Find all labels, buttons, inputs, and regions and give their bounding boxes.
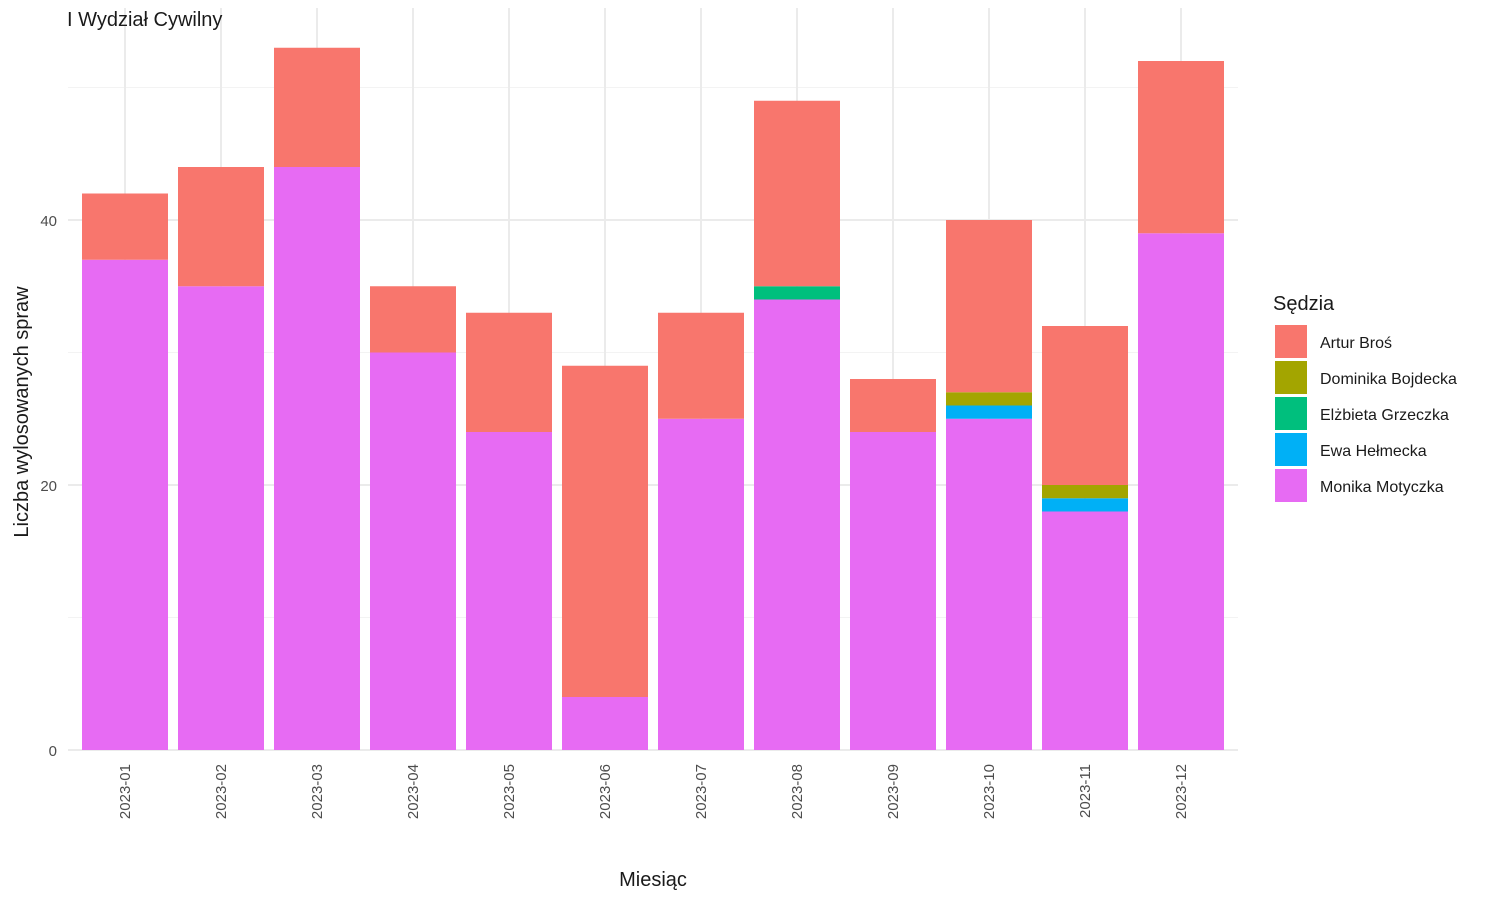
x-tick-label: 2023-11 — [1077, 764, 1094, 818]
x-tick-label: 2023-04 — [405, 764, 422, 819]
x-tick-label: 2023-08 — [789, 764, 806, 819]
x-tick-label: 2023-03 — [309, 764, 326, 819]
bar-segment — [754, 286, 840, 300]
x-tick-label: 2023-10 — [981, 764, 998, 819]
legend-key — [1275, 397, 1307, 430]
bars — [82, 47, 1224, 750]
legend-label: Elżbieta Grzeczka — [1320, 407, 1449, 424]
bar-segment — [274, 167, 360, 750]
x-tick-label: 2023-12 — [1173, 764, 1190, 819]
bar-segment — [1042, 326, 1128, 485]
x-tick-label: 2023-05 — [501, 764, 518, 819]
bar-segment — [178, 286, 264, 750]
chart-title: I Wydział Cywilny — [67, 9, 222, 31]
y-axis-ticks: 0 20 40 — [40, 213, 57, 760]
x-tick-label: 2023-09 — [885, 764, 902, 819]
bar-segment — [370, 352, 456, 750]
bar-segment — [274, 47, 360, 167]
bar-segment — [658, 418, 744, 750]
bar-segment — [562, 365, 648, 697]
bar-segment — [658, 312, 744, 419]
bar-segment — [1138, 233, 1224, 750]
legend-key — [1275, 433, 1307, 466]
bar-segment — [370, 286, 456, 353]
bar-segment — [754, 299, 840, 750]
bar-segment — [946, 392, 1032, 406]
y-tick-label: 0 — [49, 743, 57, 760]
y-axis-title: Liczba wylosowanych spraw — [11, 286, 33, 538]
legend-label: Artur Broś — [1320, 335, 1392, 352]
bar-segment — [466, 312, 552, 432]
legend-title: Sędzia — [1273, 293, 1335, 315]
bar-segment — [1042, 485, 1128, 499]
bar-segment — [850, 379, 936, 432]
x-axis-title: Miesiąc — [619, 869, 687, 891]
x-tick-label: 2023-07 — [693, 764, 710, 819]
y-tick-label: 40 — [40, 213, 57, 230]
legend-label: Ewa Hełmecka — [1320, 443, 1427, 460]
bar-segment — [466, 432, 552, 750]
bar-segment — [82, 259, 168, 750]
bar-segment — [946, 418, 1032, 750]
bar-segment — [1042, 511, 1128, 750]
bar-segment — [754, 100, 840, 287]
legend-label: Dominika Bojdecka — [1320, 371, 1457, 388]
bar-segment — [82, 193, 168, 260]
legend-key — [1275, 325, 1307, 358]
bar-segment — [1042, 498, 1128, 512]
legend-label: Monika Motyczka — [1320, 479, 1444, 496]
x-tick-label: 2023-02 — [213, 764, 230, 819]
bar-segment — [946, 405, 1032, 419]
bar-segment — [946, 220, 1032, 393]
x-axis-ticks: 2023-01 2023-02 2023-03 2023-04 2023-05 2023-… — [117, 764, 1190, 819]
bar-segment — [1138, 61, 1224, 234]
bar-segment — [178, 167, 264, 287]
bar-segment — [850, 432, 936, 750]
x-tick-label: 2023-01 — [117, 764, 134, 819]
y-tick-label: 20 — [40, 478, 57, 495]
legend: Sędzia Artur Broś Dominika Bojdecka Elżbie… — [1273, 293, 1457, 502]
legend-key — [1275, 469, 1307, 502]
x-tick-label: 2023-06 — [597, 764, 614, 819]
bar-segment — [562, 697, 648, 750]
legend-key — [1275, 361, 1307, 394]
